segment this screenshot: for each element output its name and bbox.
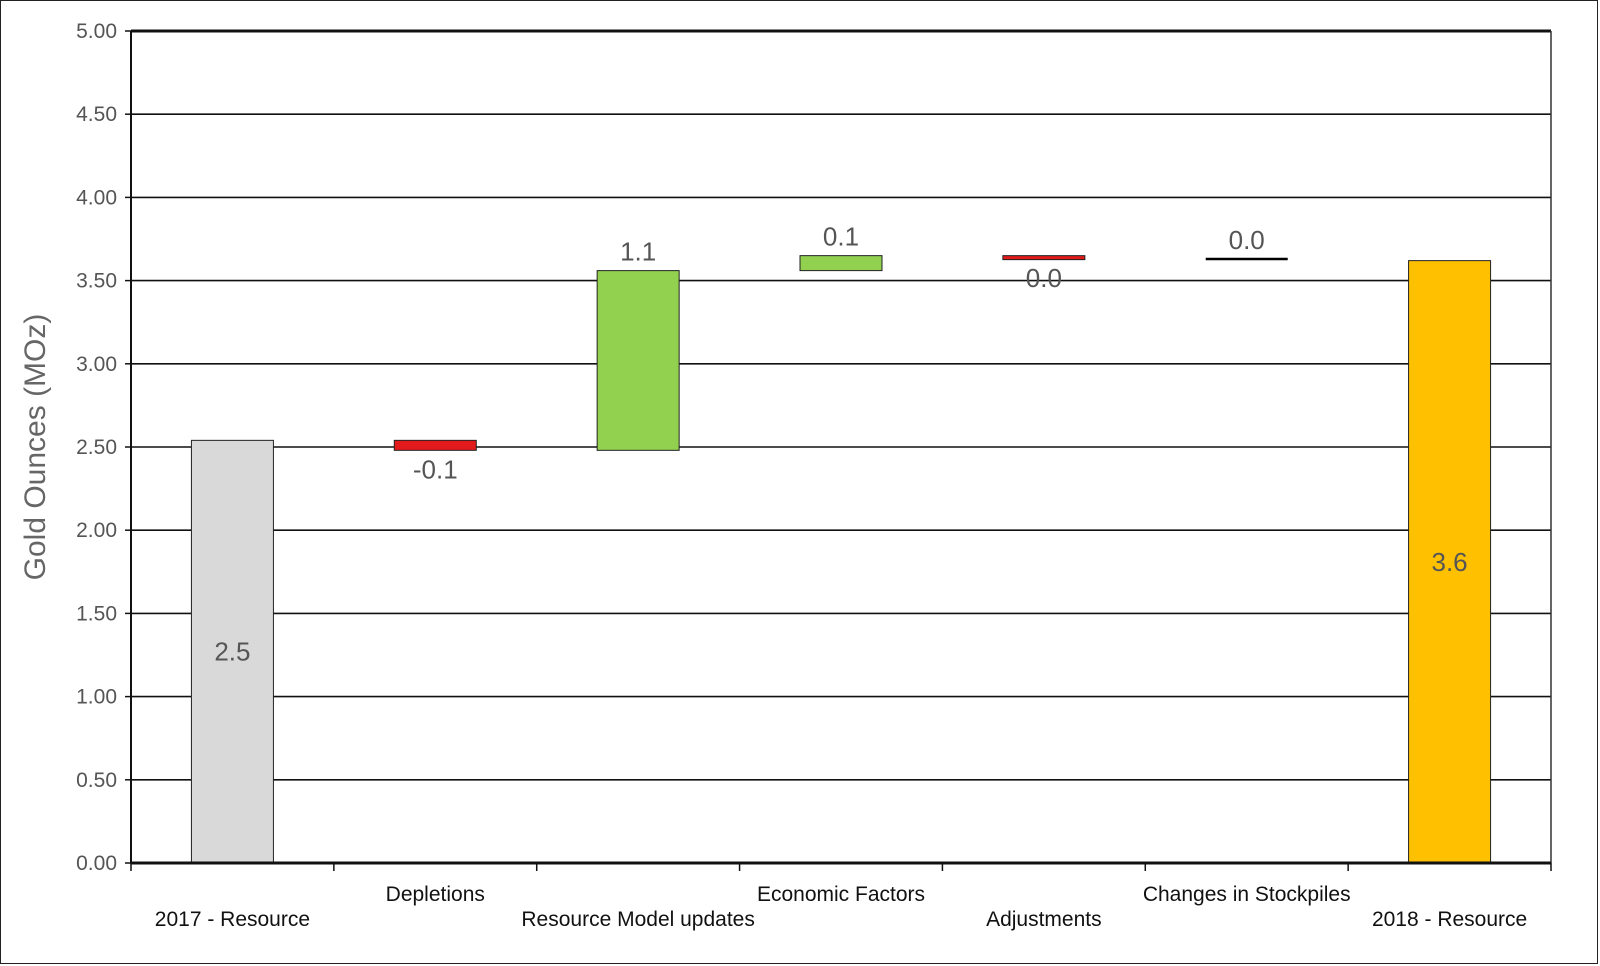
- y-tick-label: 1.00: [76, 686, 117, 709]
- gridlines: [131, 113, 1551, 781]
- y-tick-label: 4.00: [76, 186, 117, 209]
- data-label: 0.0: [1026, 263, 1062, 293]
- y-tick-label: 4.50: [76, 103, 117, 126]
- data-label: 1.1: [620, 237, 656, 267]
- bar-6: [1408, 260, 1492, 864]
- y-tick-label: 0.50: [76, 769, 117, 792]
- y-tick-label: 3.00: [76, 353, 117, 376]
- bar-2: [596, 270, 680, 451]
- data-label: 0.0: [1229, 225, 1265, 255]
- data-labels: 2.5 -0.1 1.1 0.1 0.0 0.0 3.6: [214, 222, 1467, 667]
- category-label: Changes in Stockpiles: [1143, 883, 1351, 906]
- category-label: Resource Model updates: [521, 908, 754, 931]
- y-tick-label: 2.50: [76, 436, 117, 459]
- bar-4: [1002, 255, 1086, 261]
- y-tick-label: 0.00: [76, 852, 117, 875]
- bar-0: [190, 439, 274, 864]
- category-labels: 2017 - Resource Depletions Resource Model …: [155, 883, 1527, 931]
- bar-3: [799, 255, 883, 272]
- y-tick-label: 5.00: [76, 20, 117, 43]
- y-tick-label: 2.00: [76, 519, 117, 542]
- category-label: 2018 - Resource: [1372, 908, 1527, 931]
- axes: [125, 29, 1552, 871]
- bars: [190, 255, 1492, 864]
- y-tick-label: 3.50: [76, 270, 117, 293]
- category-label: 2017 - Resource: [155, 908, 310, 931]
- category-label: Adjustments: [986, 908, 1102, 931]
- data-label: -0.1: [413, 454, 458, 484]
- category-label: Economic Factors: [757, 883, 925, 906]
- bar-1: [393, 439, 477, 451]
- y-axis-title: Gold Ounces (MOz): [19, 314, 52, 581]
- data-label: 3.6: [1431, 547, 1467, 577]
- data-label: 2.5: [214, 637, 250, 667]
- y-tick-labels: 0.00 0.50 1.00 1.50 2.00 2.50 3.00 3.50 4.00 4.50…: [76, 20, 117, 875]
- y-tick-label: 1.50: [76, 602, 117, 625]
- data-label: 0.1: [823, 222, 859, 252]
- category-label: Depletions: [386, 883, 485, 906]
